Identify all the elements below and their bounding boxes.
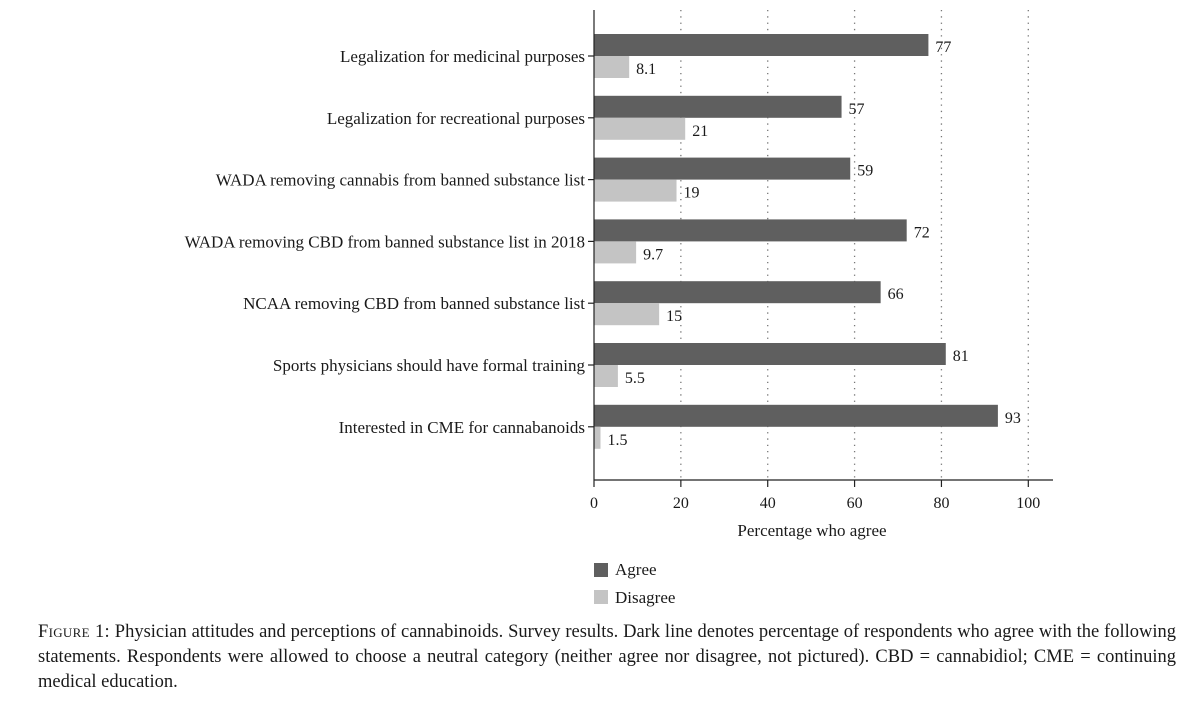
- data-label-agree: 81: [953, 348, 969, 365]
- category-label: WADA removing CBD from banned substance …: [185, 232, 585, 251]
- data-label-disagree: 1.5: [608, 432, 628, 449]
- data-label-agree: 93: [1005, 410, 1021, 427]
- labels: 0 20 40 60 80 100 Legalization for medicinal p…: [185, 39, 1041, 512]
- data-label-disagree: 8.1: [636, 61, 656, 78]
- bar-disagree: [594, 117, 686, 140]
- x-tick-label-20: 20: [673, 495, 689, 512]
- bar-agree: [594, 95, 842, 118]
- bar-disagree: [594, 303, 660, 326]
- bars: [594, 34, 998, 449]
- data-label-disagree: 9.7: [643, 246, 663, 263]
- data-label-agree: 72: [914, 224, 930, 241]
- category-label: WADA removing cannabis from banned subst…: [216, 171, 585, 190]
- data-label-disagree: 21: [692, 123, 708, 140]
- category-label: Legalization for medicinal purposes: [340, 47, 585, 66]
- legend-swatch-disagree: [594, 590, 608, 604]
- category-label: NCAA removing CBD from banned substance …: [243, 294, 585, 313]
- data-label-agree: 77: [935, 39, 951, 56]
- category-label: Legalization for recreational purposes: [327, 109, 585, 128]
- data-label-agree: 66: [888, 286, 904, 303]
- bar-agree: [594, 404, 998, 427]
- x-tick-label-40: 40: [760, 495, 776, 512]
- bar-agree: [594, 157, 851, 180]
- grid-lines: [588, 10, 1029, 487]
- caption-text: Physician attitudes and perceptions of c…: [38, 622, 1176, 692]
- bar-disagree: [594, 426, 601, 449]
- bar-disagree: [594, 56, 630, 78]
- bar-agree: [594, 281, 881, 304]
- data-label-agree: 57: [849, 101, 865, 118]
- legend-label-agree: Agree: [615, 560, 657, 579]
- bar-agree: [594, 343, 946, 365]
- x-tick-label-60: 60: [847, 495, 863, 512]
- bar-disagree: [594, 241, 637, 264]
- legend-label-disagree: Disagree: [615, 588, 675, 607]
- data-label-disagree: 5.5: [625, 370, 645, 387]
- bar-agree: [594, 34, 929, 56]
- x-tick-label-100: 100: [1016, 495, 1040, 512]
- bar-disagree: [594, 179, 677, 202]
- data-label-disagree: 19: [684, 185, 700, 202]
- data-label-agree: 59: [857, 163, 873, 180]
- category-label: Sports physicians should have formal tra…: [273, 356, 586, 375]
- legend: Agree Disagree: [594, 560, 675, 607]
- x-tick-label-80: 80: [933, 495, 949, 512]
- bar-chart: 0 20 40 60 80 100 Legalization for medicinal p…: [185, 10, 1053, 607]
- legend-swatch-agree: [594, 563, 608, 577]
- category-label: Interested in CME for cannabanoids: [339, 418, 585, 437]
- caption-label: Figure 1:: [38, 622, 110, 642]
- figure-caption: Figure 1: Physician attitudes and percep…: [38, 620, 1176, 695]
- x-tick-label-0: 0: [590, 495, 598, 512]
- bar-disagree: [594, 365, 618, 387]
- x-axis-title: Percentage who agree: [737, 521, 886, 540]
- bar-agree: [594, 219, 907, 242]
- data-label-disagree: 15: [666, 308, 682, 325]
- axes: [593, 10, 1053, 481]
